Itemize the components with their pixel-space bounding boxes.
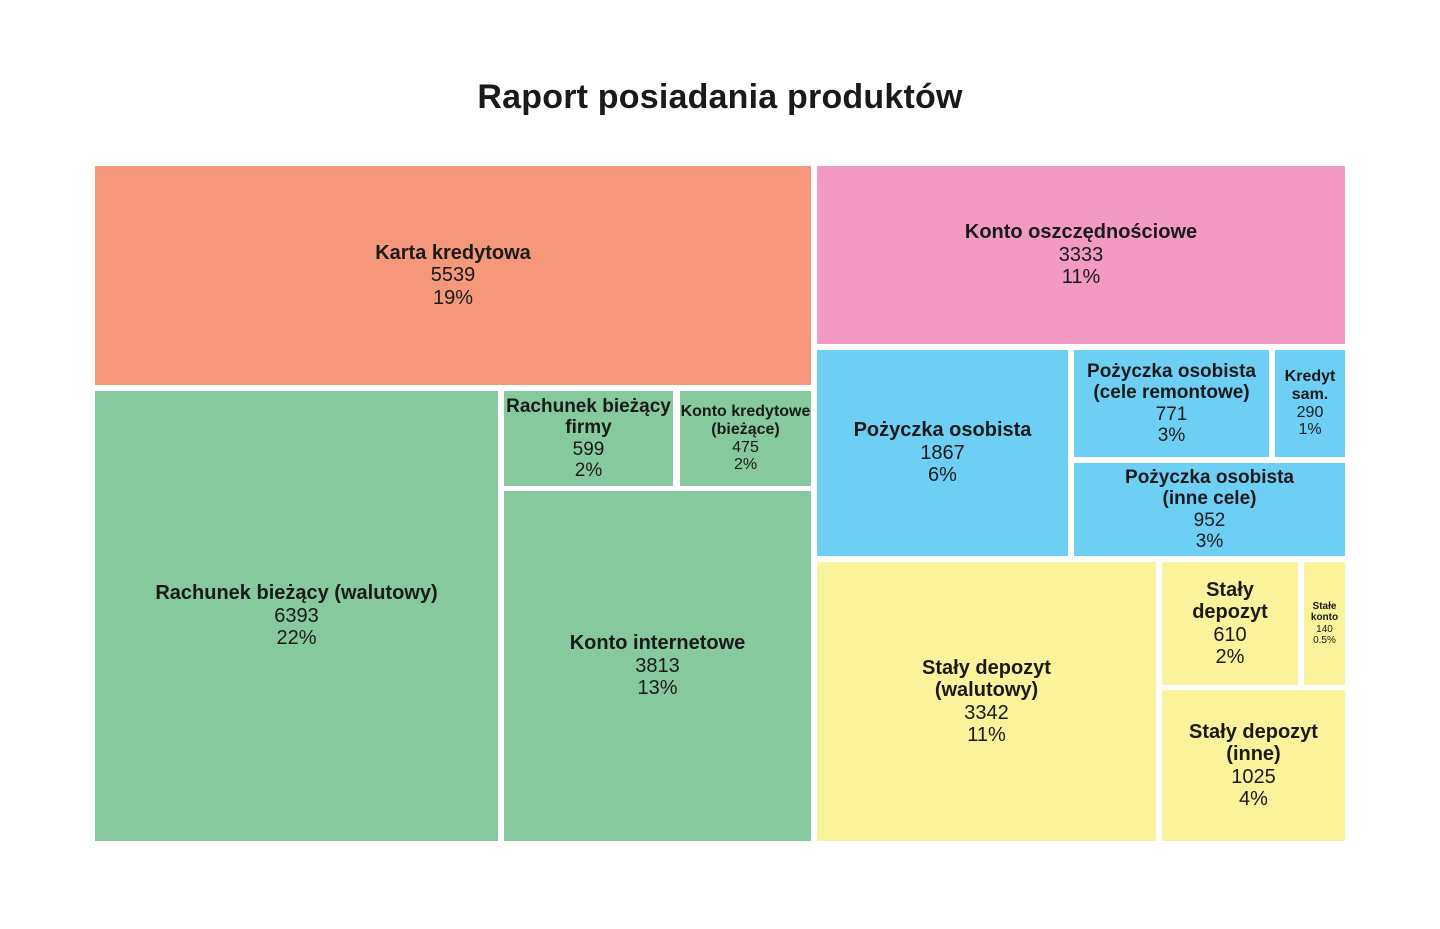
cell-percent: 3% (1195, 530, 1224, 552)
treemap-cell[interactable]: Rachunek bieżący firmy 599 2% (504, 391, 673, 486)
cell-value: 5539 (430, 264, 476, 287)
cell-label: Stałe (1312, 601, 1337, 613)
cell-value: 3342 (964, 701, 1009, 724)
treemap-cell[interactable]: Konto kredytowe (bieżące) 475 2% (680, 391, 811, 486)
cell-value: 599 (572, 438, 605, 460)
cell-value: 952 (1193, 509, 1226, 531)
cell-percent: 6% (928, 464, 957, 487)
cell-value: 140 (1316, 623, 1333, 635)
cell-label: (walutowy) (934, 679, 1039, 702)
cell-label: Karta kredytowa (375, 241, 531, 264)
cell-percent: 4% (1239, 787, 1268, 810)
cell-label: (inne cele) (1162, 488, 1257, 510)
cell-value: 6393 (274, 604, 319, 627)
cell-label: Stały depozyt (922, 656, 1051, 679)
cell-value: 1867 (920, 441, 965, 464)
treemap-cell[interactable]: Pożyczka osobista 1867 6% (817, 350, 1068, 556)
chart-title: Raport posiadania produktów (477, 78, 963, 116)
cell-label: Konto oszczędnościowe (964, 221, 1198, 244)
cell-percent: 1% (1298, 421, 1322, 439)
cell-value: 1025 (1231, 765, 1276, 788)
cell-label: Stały (1206, 578, 1254, 601)
cell-label: firmy (565, 417, 612, 439)
cell-percent: 0.5% (1313, 634, 1336, 646)
cell-label: konto (1310, 612, 1339, 624)
treemap-cell[interactable]: Stały depozyt (inne) 1025 4% (1162, 690, 1345, 841)
cell-percent: 2% (1215, 645, 1245, 668)
treemap-cell[interactable]: Stały depozyt 610 2% (1162, 562, 1298, 685)
cell-percent: 22% (276, 627, 317, 650)
cell-label: Pożyczka osobista (853, 419, 1032, 442)
cell-label: (bieżące) (711, 420, 780, 438)
cell-label: Rachunek bieżący (walutowy) (155, 582, 438, 605)
treemap-cell[interactable]: Rachunek bieżący (walutowy) 6393 22% (95, 391, 498, 841)
cell-label: sam. (1291, 385, 1329, 403)
cell-value: 3333 (1058, 243, 1104, 266)
cell-percent: 11% (967, 723, 1006, 746)
cell-value: 771 (1155, 403, 1188, 425)
cell-label: Konto kredytowe (680, 402, 811, 420)
cell-label: Konto internetowe (569, 632, 746, 655)
treemap-cell[interactable]: Stały depozyt (walutowy) 3342 11% (817, 562, 1156, 841)
cell-value: 610 (1213, 623, 1247, 646)
cell-percent: 3% (1157, 424, 1186, 446)
cell-label: (cele remontowe) (1093, 382, 1250, 404)
cell-value: 290 (1296, 403, 1324, 421)
treemap-cell[interactable]: Pożyczka osobista (inne cele) 952 3% (1074, 463, 1345, 556)
cell-label: Stały depozyt (1189, 720, 1318, 743)
treemap-cell[interactable]: Kredyt sam. 290 1% (1275, 350, 1345, 457)
cell-label: Pożyczka osobista (1125, 466, 1294, 488)
cell-percent: 19% (432, 286, 474, 309)
cell-percent: 2% (733, 456, 758, 474)
treemap-cell[interactable]: Karta kredytowa 5539 19% (95, 166, 811, 385)
cell-percent: 11% (1061, 266, 1101, 289)
treemap-cell[interactable]: Konto internetowe 3813 13% (504, 491, 811, 841)
cell-label: Rachunek bieżący (506, 395, 671, 417)
cell-value: 3813 (635, 654, 680, 677)
cell-value: 475 (732, 438, 759, 456)
cell-label: (inne) (1226, 743, 1281, 766)
cell-label: Kredyt (1284, 367, 1336, 385)
treemap-cell[interactable]: Konto oszczędnościowe 3333 11% (817, 166, 1345, 344)
cell-label: depozyt (1192, 601, 1268, 624)
cell-label: Pożyczka osobista (1087, 360, 1256, 382)
treemap-cell[interactable]: Pożyczka osobista (cele remontowe) 771 3% (1074, 350, 1269, 457)
cell-percent: 2% (574, 459, 603, 481)
cell-percent: 13% (637, 677, 678, 700)
treemap-cell[interactable]: Stałe konto 140 0.5% (1304, 562, 1345, 685)
